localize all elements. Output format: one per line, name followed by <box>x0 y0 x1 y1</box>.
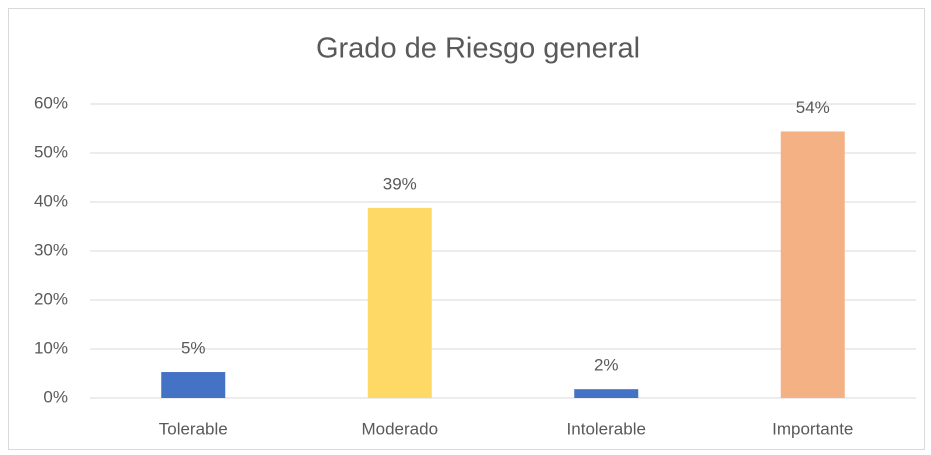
y-tick-label: 0% <box>43 387 68 406</box>
y-tick-label: 50% <box>34 142 68 161</box>
x-tick-label: Tolerable <box>159 419 228 438</box>
data-label: 39% <box>383 174 417 193</box>
x-tick-label: Moderado <box>361 419 438 438</box>
x-tick-label: Importante <box>772 419 853 438</box>
bar <box>780 131 845 398</box>
x-tick-label: Intolerable <box>567 419 646 438</box>
bar <box>161 372 226 398</box>
data-label: 2% <box>594 356 619 375</box>
bar <box>367 207 432 398</box>
y-tick-label: 30% <box>34 240 68 259</box>
y-tick-label: 20% <box>34 289 68 308</box>
data-label: 5% <box>181 339 206 358</box>
data-label: 54% <box>796 98 830 117</box>
y-tick-label: 40% <box>34 191 68 210</box>
chart-title: Grado de Riesgo general <box>316 33 640 65</box>
chart-frame <box>8 8 925 450</box>
y-tick-label: 60% <box>34 93 68 112</box>
bar <box>574 389 639 398</box>
y-tick-label: 10% <box>34 338 68 357</box>
